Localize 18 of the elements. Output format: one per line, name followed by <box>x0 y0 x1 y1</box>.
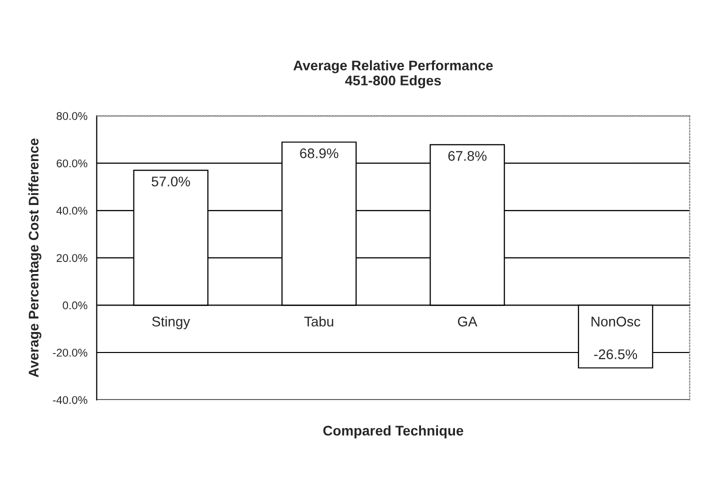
y-tick-label: 20.0% <box>56 254 88 262</box>
x-tick-label: GA <box>458 316 478 326</box>
data-label: 68.9% <box>300 148 338 158</box>
y-tick-label: 40.0% <box>56 206 88 215</box>
y-tick-label: 60.0% <box>56 159 88 168</box>
y-tick-label: 0.0% <box>62 301 88 310</box>
y-tick-label: -40.0% <box>52 396 88 404</box>
y-tick-label: -20.0% <box>52 348 88 357</box>
data-label: -26.5% <box>594 349 638 360</box>
y-tick-label: 80.0% <box>56 112 88 120</box>
data-label: 57.0% <box>152 176 190 186</box>
data-label: 67.8% <box>448 151 486 161</box>
x-tick-label: Tabu <box>304 316 334 326</box>
chart-title: Average Relative Performance 451-800 Edges <box>293 60 493 88</box>
x-tick-label: Stingy <box>152 316 190 330</box>
x-axis-title: Compared Technique <box>323 425 464 438</box>
x-tick-label: NonOsc <box>592 316 640 326</box>
y-axis-title: Average Percentage Cost Difference <box>28 138 42 378</box>
